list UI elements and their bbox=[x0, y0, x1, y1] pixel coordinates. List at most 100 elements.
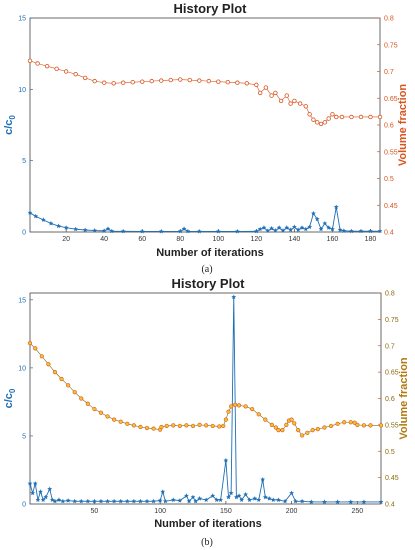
series-group bbox=[27, 294, 384, 505]
data-point-volume-fraction bbox=[159, 424, 164, 430]
data-point-cc0 bbox=[377, 228, 383, 234]
data-point-volume-fraction bbox=[254, 82, 259, 88]
x-tick-label: 100 bbox=[212, 236, 224, 243]
data-point-volume-fraction bbox=[72, 390, 77, 395]
data-point-cc0 bbox=[120, 228, 126, 234]
data-point-cc0 bbox=[92, 227, 98, 233]
data-point-volume-fraction bbox=[318, 121, 324, 127]
data-point-volume-fraction bbox=[296, 428, 301, 433]
y-right-tick-label: 0.7 bbox=[385, 343, 395, 350]
y-right-tick-label: 0.4 bbox=[384, 230, 394, 237]
panel-b-chart: History Plot 50 100 150 200 250 0 5 10 15 0.4 0.45… bbox=[3, 276, 410, 548]
data-point-volume-fraction bbox=[303, 104, 309, 109]
data-point-cc0 bbox=[193, 498, 199, 504]
data-point-volume-fraction bbox=[138, 424, 143, 430]
data-point-volume-fraction bbox=[149, 78, 154, 84]
data-point-volume-fraction bbox=[44, 63, 50, 69]
data-point-volume-fraction bbox=[27, 58, 33, 63]
axis-ticks: 20 40 60 80 100 120 140 160 180 0 5 10 15 0.4 0.45 0.5 0… bbox=[18, 16, 398, 244]
data-point-volume-fraction bbox=[292, 421, 297, 426]
data-point-cc0 bbox=[326, 225, 332, 230]
data-point-cc0 bbox=[218, 497, 224, 503]
data-point-cc0 bbox=[85, 498, 91, 504]
data-point-cc0 bbox=[252, 495, 258, 501]
x-tick-label: 20 bbox=[62, 236, 70, 243]
data-point-volume-fraction bbox=[144, 425, 150, 431]
axis-ticks: 50 100 150 200 250 0 5 10 15 0.4 0.45 0.5 0.55 0.6 0.6… bbox=[18, 291, 399, 516]
data-point-cc0 bbox=[65, 498, 71, 503]
data-point-cc0 bbox=[91, 498, 97, 504]
data-point-cc0 bbox=[111, 498, 117, 504]
data-point-volume-fraction bbox=[118, 419, 123, 424]
data-point-volume-fraction bbox=[276, 428, 281, 433]
series-line-volume-fraction bbox=[29, 342, 381, 436]
data-point-cc0 bbox=[329, 226, 335, 232]
data-point-cc0 bbox=[72, 498, 78, 504]
data-point-volume-fraction bbox=[284, 422, 289, 427]
y-right-tick-label: 0.75 bbox=[385, 317, 399, 324]
data-point-cc0 bbox=[293, 498, 299, 504]
data-point-volume-fraction bbox=[273, 90, 278, 96]
data-point-cc0 bbox=[308, 499, 314, 505]
data-point-cc0 bbox=[124, 498, 130, 504]
x-axis-label: Number of iterations bbox=[156, 247, 264, 259]
y-right-tick-label: 0.4 bbox=[385, 502, 395, 509]
data-point-cc0 bbox=[361, 499, 367, 505]
data-point-cc0 bbox=[73, 226, 79, 232]
y-right-tick-label: 0.55 bbox=[385, 422, 399, 429]
data-point-cc0 bbox=[318, 226, 324, 232]
data-point-cc0 bbox=[322, 220, 328, 226]
data-point-cc0 bbox=[177, 228, 183, 234]
data-point-cc0 bbox=[82, 227, 88, 233]
data-point-volume-fraction bbox=[46, 362, 51, 367]
x-tick-label: 120 bbox=[251, 236, 263, 243]
data-point-volume-fraction bbox=[289, 417, 294, 422]
data-point-volume-fraction bbox=[273, 425, 278, 430]
data-point-cc0 bbox=[157, 498, 163, 503]
data-point-volume-fraction bbox=[178, 77, 183, 82]
x-tick-label: 250 bbox=[351, 508, 363, 515]
data-point-volume-fraction bbox=[223, 417, 228, 422]
data-point-volume-fraction bbox=[225, 79, 231, 85]
data-point-cc0 bbox=[299, 498, 305, 504]
data-point-cc0 bbox=[40, 497, 46, 503]
data-point-cc0 bbox=[288, 227, 294, 232]
data-point-volume-fraction bbox=[164, 423, 169, 429]
data-point-cc0 bbox=[183, 493, 189, 498]
data-point-cc0 bbox=[131, 498, 137, 504]
data-point-cc0 bbox=[78, 498, 84, 504]
data-point-cc0 bbox=[239, 497, 245, 503]
data-point-volume-fraction bbox=[322, 425, 327, 430]
data-point-volume-fraction bbox=[361, 423, 367, 428]
data-point-volume-fraction bbox=[284, 93, 289, 98]
data-point-cc0 bbox=[139, 228, 145, 234]
data-point-cc0 bbox=[280, 227, 286, 233]
panel-a-chart: History Plot 20 40 60 80 100 120 140 160 180 0 5 10… bbox=[3, 1, 409, 275]
data-point-cc0 bbox=[335, 499, 341, 505]
data-point-volume-fraction bbox=[358, 114, 364, 120]
y-right-tick-label: 0.6 bbox=[384, 123, 394, 130]
data-point-volume-fraction bbox=[269, 93, 274, 98]
data-point-cc0 bbox=[210, 493, 216, 498]
y-right-tick-label: 0.7 bbox=[384, 69, 394, 76]
data-point-cc0 bbox=[337, 227, 343, 232]
data-point-volume-fraction bbox=[171, 423, 176, 428]
data-point-cc0 bbox=[151, 498, 157, 504]
x-tick-label: 160 bbox=[327, 236, 339, 243]
data-point-volume-fraction bbox=[339, 114, 345, 120]
data-point-cc0 bbox=[243, 491, 249, 497]
data-point-volume-fraction bbox=[98, 410, 104, 415]
data-point-cc0 bbox=[35, 497, 41, 503]
data-point-cc0 bbox=[226, 494, 231, 500]
data-point-volume-fraction bbox=[250, 406, 255, 412]
x-tick-label: 40 bbox=[100, 236, 108, 243]
data-point-cc0 bbox=[52, 498, 58, 504]
data-point-cc0 bbox=[349, 228, 354, 234]
data-point-cc0 bbox=[314, 216, 320, 222]
x-tick-label: 200 bbox=[286, 508, 298, 515]
data-point-cc0 bbox=[231, 294, 237, 300]
data-point-volume-fraction bbox=[121, 80, 126, 85]
data-point-cc0 bbox=[256, 497, 262, 503]
data-point-volume-fraction bbox=[292, 98, 297, 104]
y-right-tick-label: 0.45 bbox=[384, 203, 398, 210]
